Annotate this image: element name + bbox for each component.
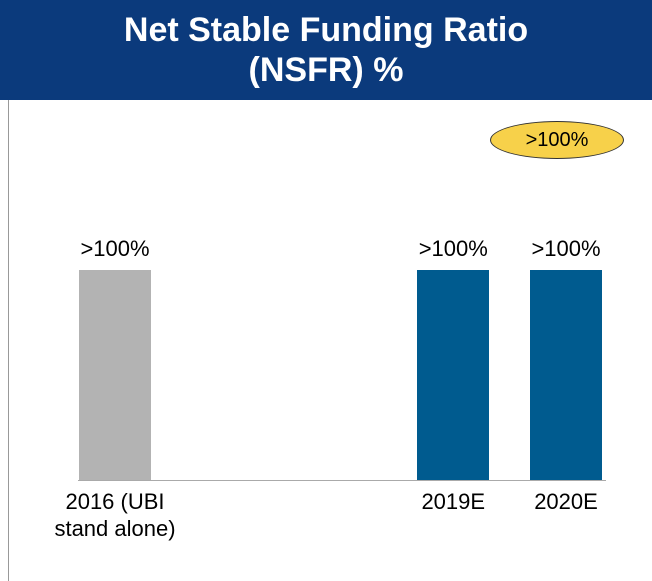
chart-title: Net Stable Funding Ratio (NSFR) % [123,11,529,89]
bar [417,270,490,480]
annotation: >100% [490,121,624,159]
value-label: >100% [80,236,150,261]
x-tick-label: 2019E [421,489,486,514]
bar [79,270,151,480]
bar [530,270,602,480]
border [8,100,9,581]
value-label: >100% [418,236,488,261]
x-tick-label: 2016 (UBI stand alone) [54,489,176,541]
title-bar: Net Stable Funding Ratio (NSFR) % [0,0,652,100]
x-tick-label: 2020E [534,489,598,514]
value-label: >100% [531,236,601,261]
baseline [78,480,606,481]
